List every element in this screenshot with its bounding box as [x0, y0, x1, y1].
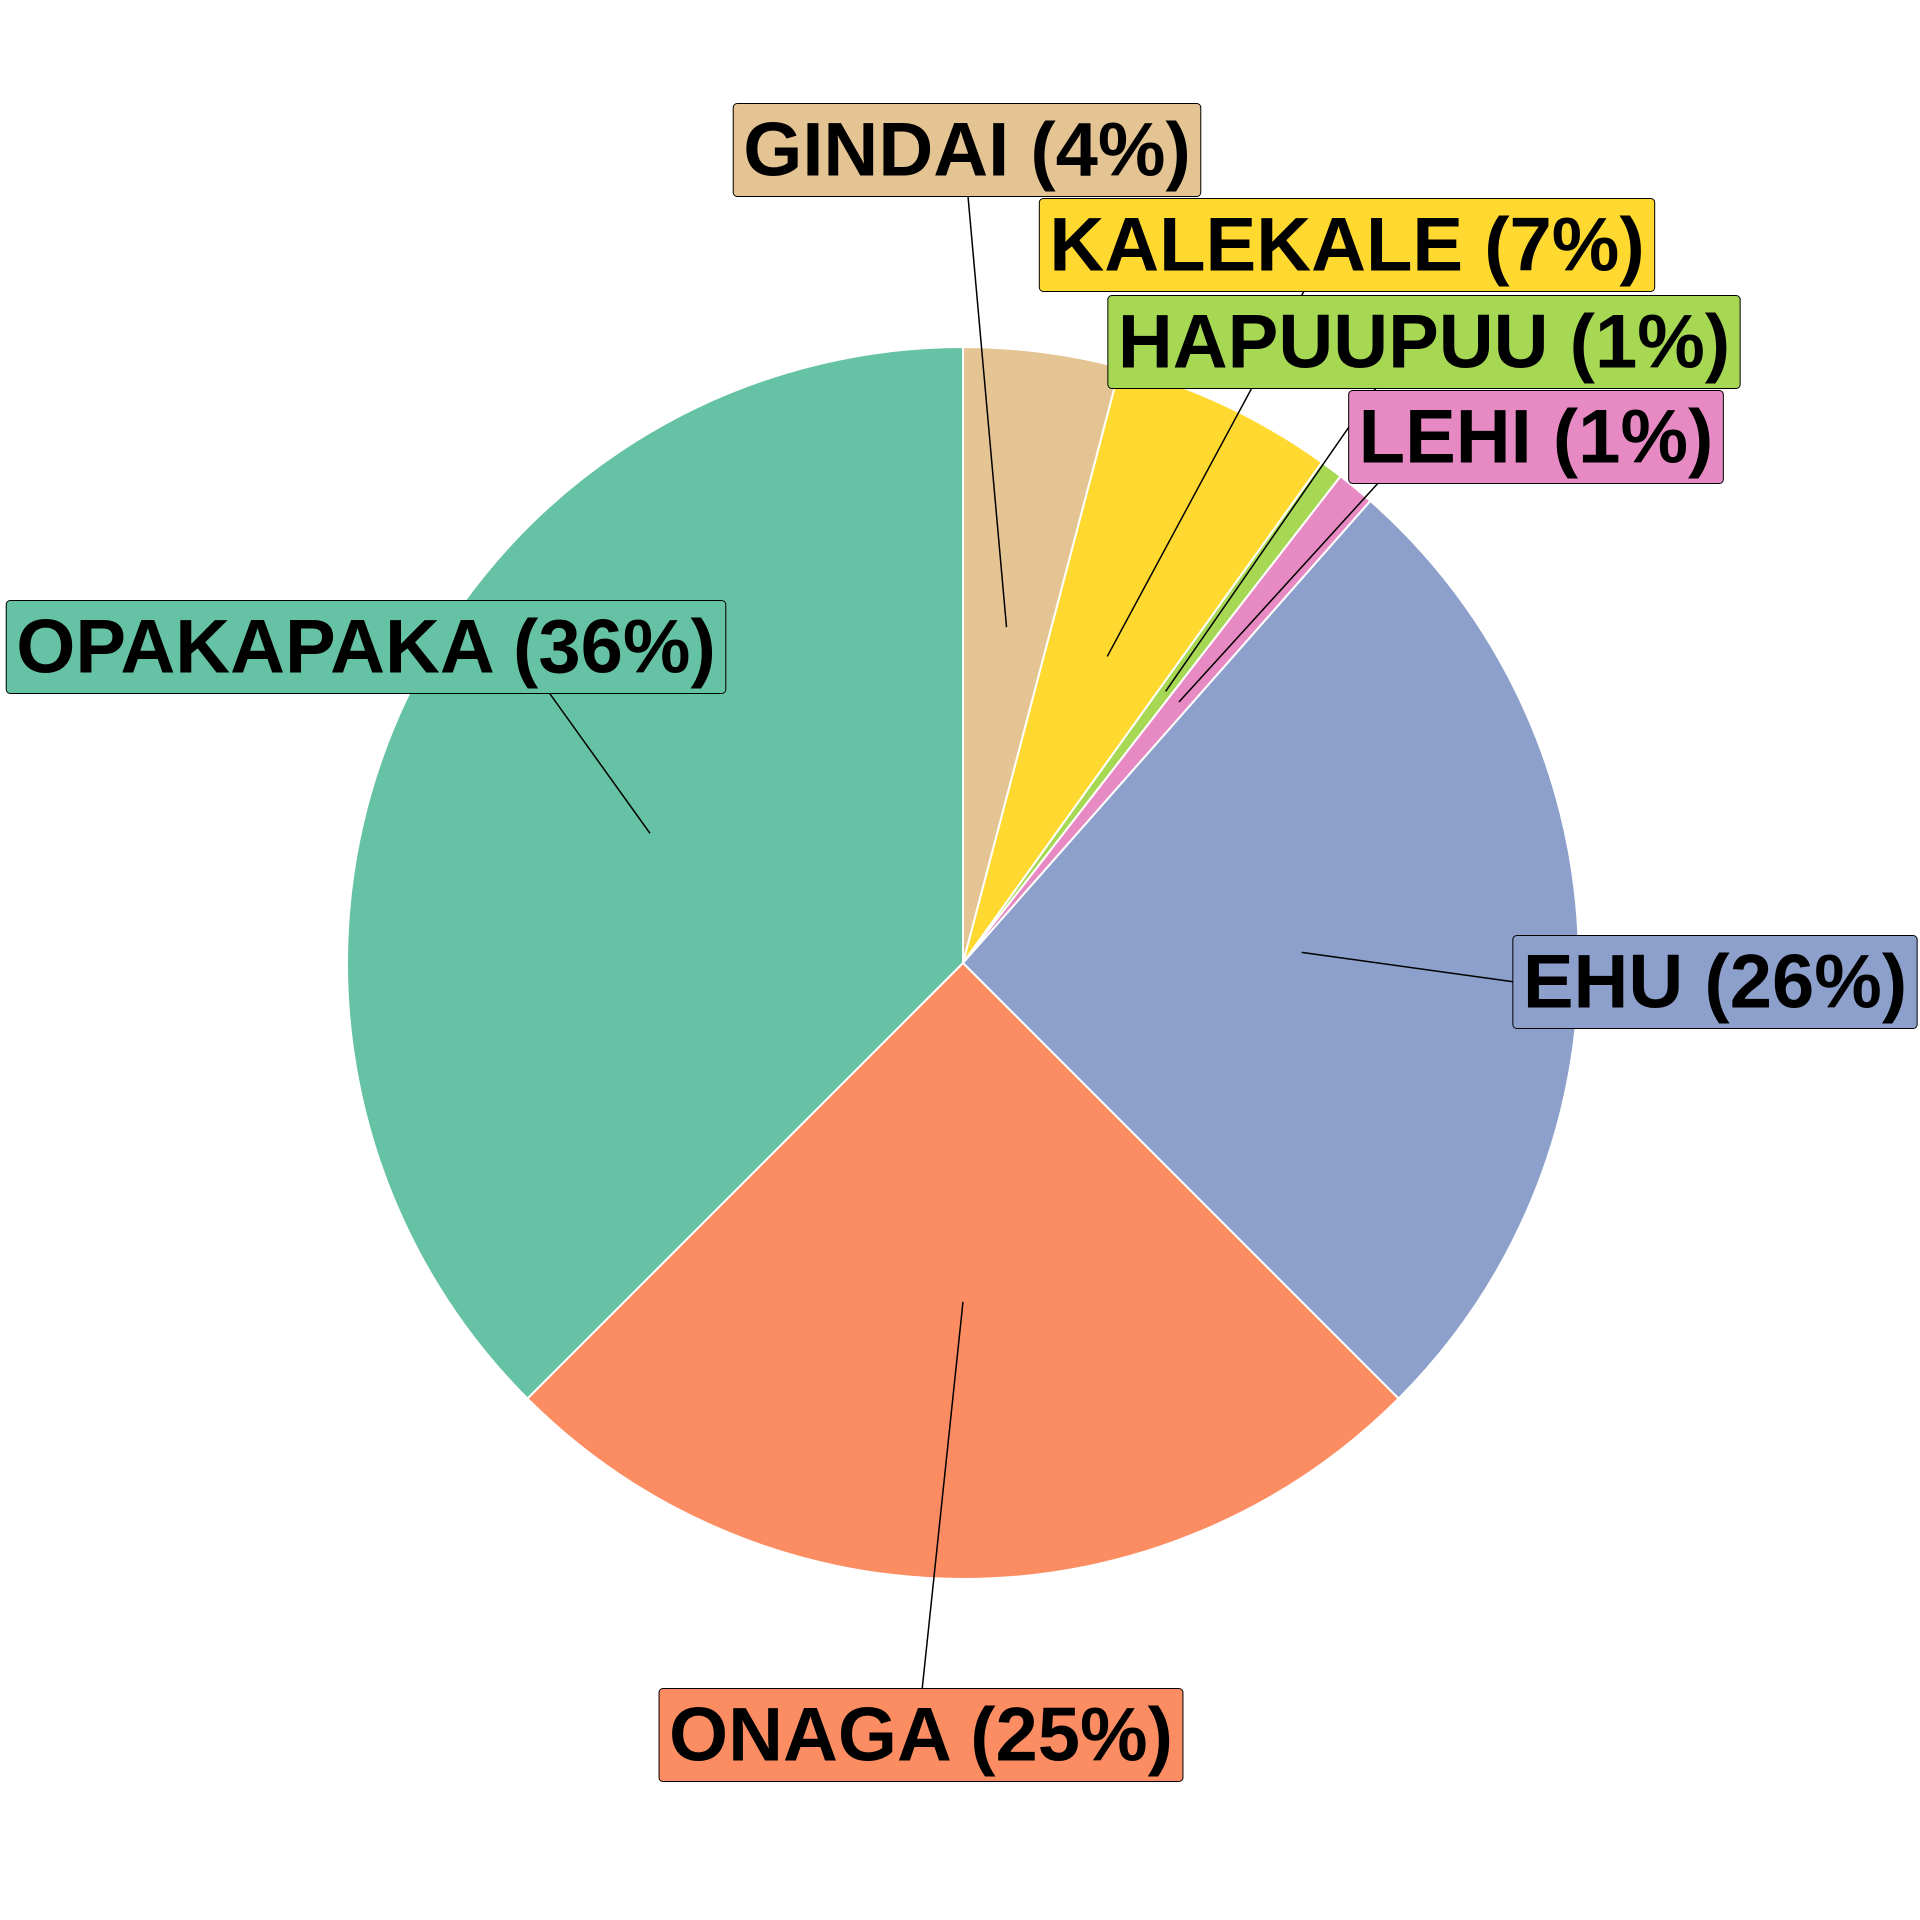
slice-label-text: HAPUUPUU (1%) — [1118, 300, 1730, 385]
slice-label-text: OPAKAPAKA (36%) — [16, 605, 716, 690]
slice-labels: GINDAI (4%) KALEKALE (7%) HAPUUPUU (1%) LEH… — [5, 103, 1918, 1782]
slice-label-lehi: LEHI (1%) — [1348, 390, 1724, 484]
label-box — [5, 600, 727, 694]
slice-label-opakapaka: OPAKAPAKA (36%) — [5, 600, 727, 694]
label-box — [732, 103, 1202, 197]
leader-line-ehu — [1301, 951, 1516, 983]
label-box — [1348, 390, 1724, 484]
slice-label-text: GINDAI (4%) — [743, 108, 1191, 193]
leader-line-onaga — [920, 1301, 964, 1701]
slice-label-text: ONAGA (25%) — [669, 1693, 1173, 1778]
slice-label-hapuupuu: HAPUUPUU (1%) — [1107, 295, 1741, 389]
slice-label-onaga: ONAGA (25%) — [658, 1688, 1184, 1782]
label-box — [1038, 198, 1656, 292]
leader-line-lehi — [1178, 469, 1391, 703]
leader-line-opakapaka — [539, 679, 651, 834]
slice-label-text: LEHI (1%) — [1359, 395, 1714, 480]
slice-label-text: KALEKALE (7%) — [1049, 203, 1644, 288]
slice-label-gindai: GINDAI (4%) — [732, 103, 1202, 197]
label-box — [1107, 295, 1741, 389]
slice-label-text: EHU (26%) — [1523, 940, 1907, 1025]
pie-slice-onaga — [526, 961, 1400, 1580]
slice-label-ehu: EHU (26%) — [1512, 935, 1918, 1029]
slice-label-kalekale: KALEKALE (7%) — [1038, 198, 1656, 292]
label-box — [1512, 935, 1918, 1029]
leader-line-gindai — [966, 184, 1008, 628]
pie-slices — [346, 345, 1580, 1580]
label-box — [658, 1688, 1184, 1782]
